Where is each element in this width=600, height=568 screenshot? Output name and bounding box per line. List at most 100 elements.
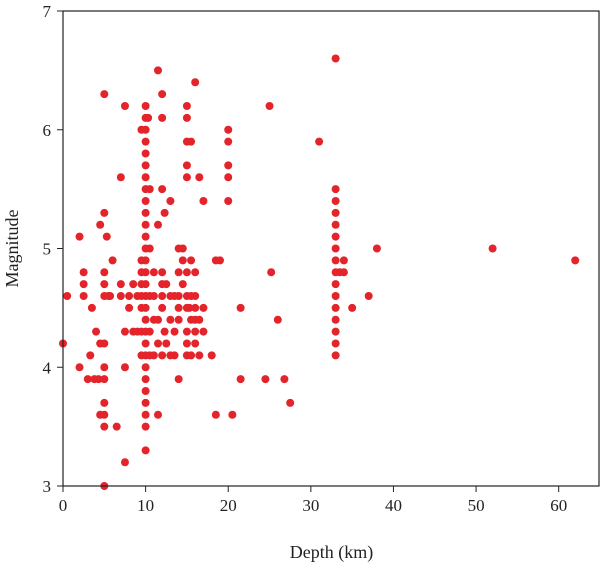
data-point: [331, 54, 340, 63]
data-point: [207, 351, 216, 360]
data-point: [75, 363, 84, 372]
data-point: [364, 292, 373, 300]
data-point: [228, 410, 237, 419]
y-axis-title: Magnitude: [2, 210, 22, 288]
data-point: [145, 244, 154, 253]
data-point: [141, 422, 150, 431]
data-point: [182, 113, 191, 122]
data-point: [154, 220, 163, 229]
x-tick-label: 30: [302, 496, 319, 515]
data-point: [83, 375, 92, 384]
data-point: [182, 161, 191, 170]
data-point: [141, 363, 150, 372]
data-point: [141, 410, 150, 419]
data-point: [339, 256, 348, 265]
data-point: [141, 220, 150, 229]
data-point: [199, 327, 208, 336]
data-point: [315, 137, 324, 146]
data-point: [141, 208, 150, 217]
data-point: [141, 161, 150, 170]
data-point: [191, 78, 200, 87]
data-point: [166, 315, 175, 324]
data-point: [182, 327, 191, 336]
data-point: [120, 458, 129, 467]
data-point: [92, 327, 101, 336]
data-point: [191, 339, 200, 348]
data-point: [224, 137, 233, 146]
x-tick-label: 0: [59, 496, 68, 515]
data-point: [286, 398, 295, 407]
data-point: [141, 303, 150, 312]
data-point: [265, 102, 274, 110]
data-point: [224, 161, 233, 170]
data-point: [125, 292, 134, 300]
data-point: [224, 173, 233, 182]
data-point: [488, 244, 497, 253]
data-point: [141, 339, 150, 348]
data-point: [331, 280, 340, 289]
data-point: [79, 268, 88, 277]
data-point: [154, 339, 163, 348]
data-point: [141, 256, 150, 265]
data-point: [162, 339, 171, 348]
data-point: [158, 351, 167, 360]
data-point: [331, 327, 340, 336]
data-point: [141, 197, 150, 205]
data-point: [191, 292, 200, 300]
data-point: [185, 303, 194, 312]
y-tick-label: 5: [43, 240, 52, 259]
data-point: [178, 244, 187, 253]
data-point: [149, 351, 158, 360]
data-point: [160, 208, 169, 217]
data-point: [273, 315, 282, 324]
data-point: [331, 351, 340, 360]
data-point: [261, 375, 270, 384]
data-point: [141, 446, 150, 455]
data-point: [178, 280, 187, 289]
data-point: [75, 232, 84, 241]
data-point: [100, 422, 109, 431]
data-point: [100, 339, 109, 348]
data-point: [144, 113, 153, 122]
data-point: [116, 292, 125, 300]
data-point: [158, 113, 167, 122]
data-points: [59, 54, 580, 490]
data-point: [160, 327, 169, 336]
data-point: [236, 375, 245, 384]
axis-ticks: 0 10 20 30 40 50 60 3 4 5 6 7: [43, 2, 568, 515]
data-point: [195, 351, 204, 360]
data-point: [331, 232, 340, 241]
y-tick-label: 3: [43, 477, 52, 496]
data-point: [170, 327, 179, 336]
data-point: [100, 280, 109, 289]
data-point: [372, 244, 381, 253]
data-point: [141, 280, 150, 289]
x-tick-label: 20: [220, 496, 237, 515]
data-point: [116, 173, 125, 182]
plot-frame: [62, 10, 600, 487]
data-point: [191, 268, 200, 277]
data-point: [86, 351, 95, 360]
data-point: [141, 232, 150, 241]
data-point: [199, 303, 208, 312]
data-point: [236, 303, 245, 312]
data-point: [331, 185, 340, 194]
data-point: [94, 375, 103, 384]
data-point: [141, 149, 150, 158]
data-point: [100, 208, 109, 217]
data-point: [162, 280, 171, 289]
data-point: [158, 185, 167, 194]
data-point: [145, 185, 154, 194]
data-point: [100, 268, 109, 277]
data-point: [166, 197, 175, 205]
data-point: [63, 292, 72, 300]
data-point: [182, 102, 191, 110]
data-point: [154, 66, 163, 75]
data-point: [174, 303, 183, 312]
data-point: [331, 303, 340, 312]
data-point: [331, 256, 340, 265]
data-point: [174, 268, 183, 277]
x-tick-label: 40: [385, 496, 402, 515]
data-point: [100, 90, 109, 99]
data-point: [195, 315, 204, 324]
